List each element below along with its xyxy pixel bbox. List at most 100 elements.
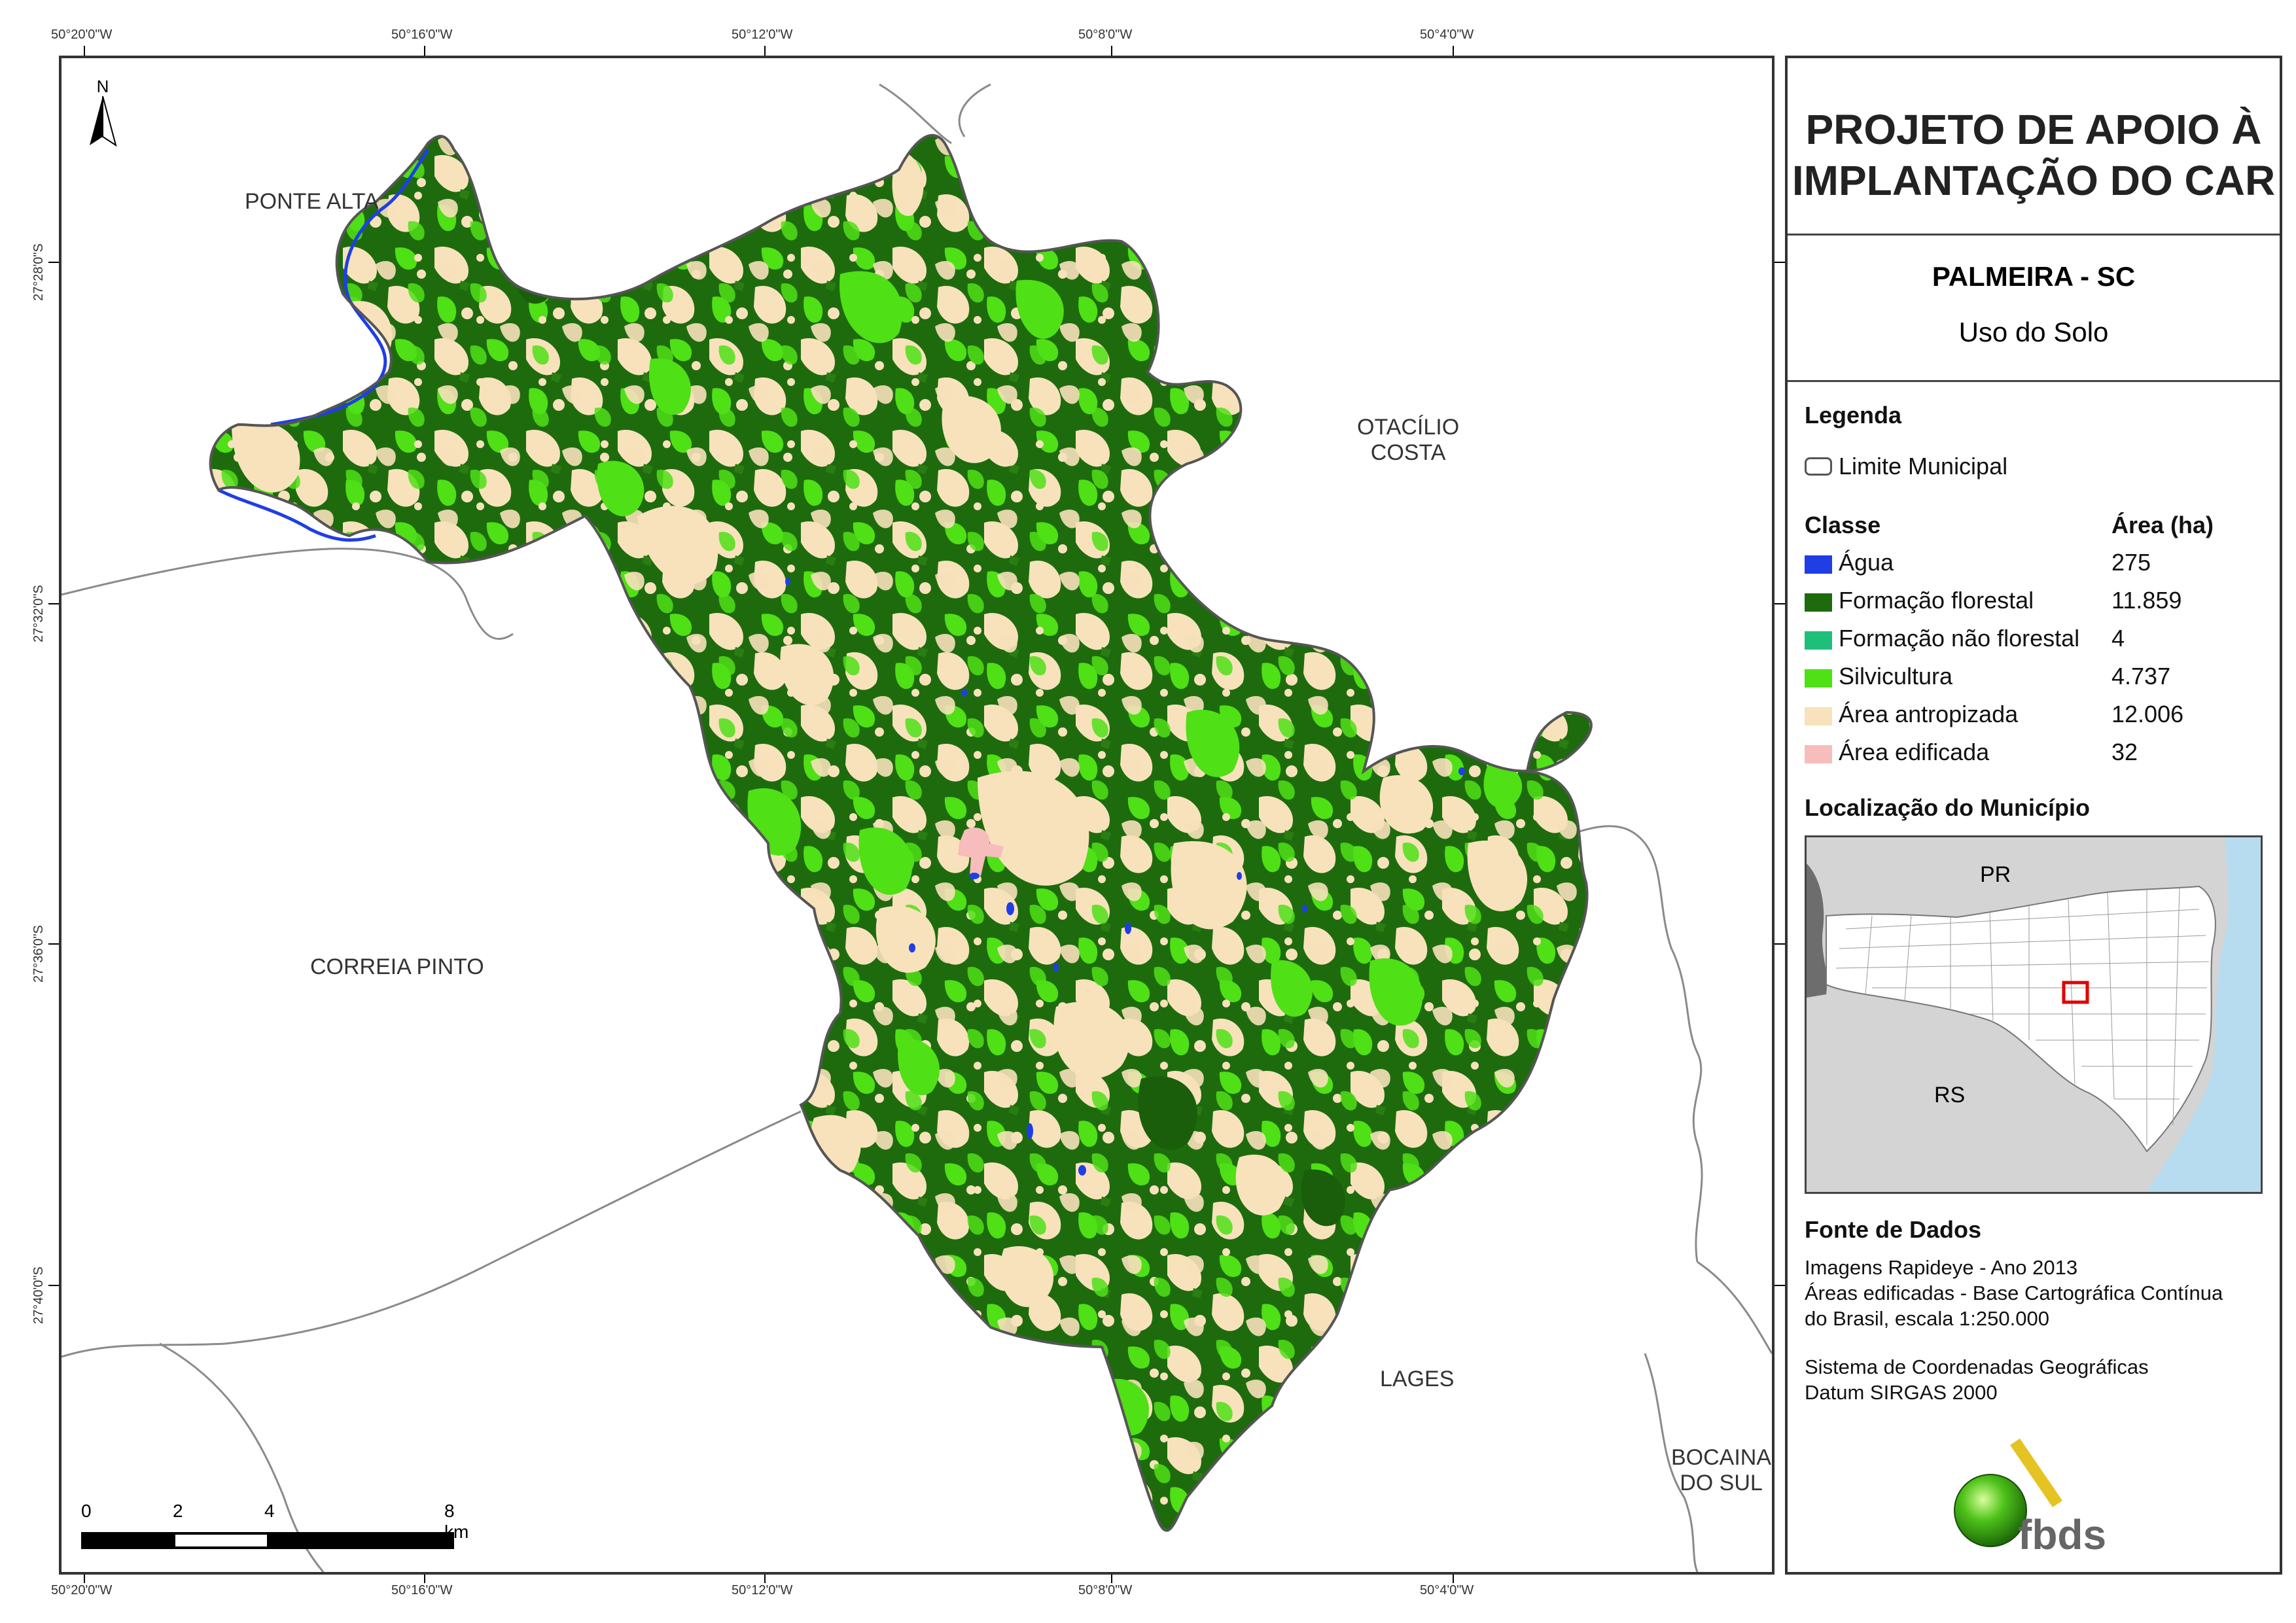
- divider: [1788, 234, 2280, 236]
- scale-label-8: 8 km: [444, 1501, 469, 1542]
- locator-map: PR RS: [1805, 835, 2263, 1194]
- municipal-boundaries: [62, 83, 1772, 1572]
- scale-label-4: 4: [264, 1501, 275, 1521]
- coord-bottom-4: 50°8'0"W: [1078, 1583, 1133, 1597]
- divider: [1788, 380, 2280, 382]
- boundary-line: [1513, 825, 1703, 1263]
- project-title: PROJETO DE APOIO À IMPLANTAÇÃO DO CAR: [1788, 104, 2280, 206]
- coord-left-3: 27°36'0"S: [31, 925, 46, 983]
- tick: [1775, 1285, 1785, 1286]
- tick: [1111, 1574, 1112, 1583]
- tick: [1775, 943, 1785, 945]
- source-line: Imagens Rapideye - Ano 2013: [1805, 1256, 2078, 1279]
- scale-bar-graphic: [81, 1532, 454, 1549]
- project-title-line1: PROJETO DE APOIO À: [1805, 106, 2262, 153]
- tick: [48, 603, 59, 604]
- scale-label-2: 2: [173, 1501, 183, 1521]
- coord-left-4: 27°40'0"S: [31, 1266, 46, 1324]
- north-arrow: N: [80, 77, 126, 148]
- coord-top-4: 50°8'0"W: [1078, 27, 1133, 42]
- coord-top-2: 50°16'0"W: [391, 27, 453, 42]
- north-label: N: [96, 77, 109, 96]
- boundary-line: [1644, 1353, 1699, 1572]
- place-bocaina-line2: DO SUL: [1680, 1471, 1763, 1496]
- place-otacilio-costa: OTACÍLIO COSTA: [1357, 415, 1459, 466]
- scale-bar-segment: [175, 1535, 267, 1546]
- locator-label-pr: PR: [1980, 862, 2011, 887]
- tick: [424, 1574, 425, 1583]
- legend-class-area: 4: [2111, 625, 2125, 652]
- locator-map-graphic: [1807, 837, 2261, 1192]
- legend-class-area: 275: [2111, 549, 2151, 576]
- legend-class-label: Silvicultura: [1839, 663, 1953, 689]
- boundary-line: [1697, 1261, 1772, 1354]
- legend-class-area: 12.006: [2111, 701, 2184, 727]
- legend-swatch: [1805, 555, 1832, 574]
- tick: [1453, 46, 1454, 56]
- neighbor-country: [1807, 864, 1828, 998]
- legend-class-label: Água: [1839, 549, 1894, 576]
- legend-class-area: 4.737: [2111, 663, 2171, 689]
- boundary-line: [159, 1342, 325, 1572]
- tick: [48, 1285, 59, 1286]
- area-header: Área (ha): [2111, 512, 2214, 538]
- place-bocaina-line1: BOCAINA: [1671, 1445, 1772, 1470]
- theme-title: Uso do Solo: [1958, 317, 2109, 347]
- boundary-line: [958, 83, 991, 137]
- silviculture-patches: [597, 271, 1523, 1436]
- coord-left-1: 27°28'0"S: [31, 243, 46, 301]
- scale-bar: 0 2 4 8 km: [81, 1501, 474, 1553]
- place-otacilio-line2: COSTA: [1370, 440, 1446, 466]
- project-title-line2: IMPLANTAÇÃO DO CAR: [1792, 157, 2276, 205]
- class-header: Classe: [1805, 512, 1881, 538]
- scale-label-0: 0: [81, 1501, 92, 1521]
- fbds-logo-icon: [1954, 1439, 2062, 1547]
- river: [217, 488, 376, 542]
- tick: [84, 1574, 85, 1583]
- place-correia-pinto: CORREIA PINTO: [310, 954, 484, 979]
- coord-bottom-1: 50°20'0"W: [51, 1583, 113, 1597]
- municipality-title: PALMEIRA - SC: [1932, 261, 2136, 292]
- sources-text: Imagens Rapideye - Ano 2013 Áreas edific…: [1805, 1255, 2223, 1331]
- source-line: do Brasil, escala 1:250.000: [1805, 1306, 2049, 1330]
- state-sc: [1826, 885, 2216, 1153]
- coord-top-5: 50°4'0"W: [1420, 27, 1474, 42]
- legend-class-label: Área edificada: [1839, 739, 1990, 765]
- place-otacilio-line1: OTACÍLIO: [1357, 415, 1460, 440]
- coord-bottom-3: 50°12'0"W: [732, 1583, 793, 1597]
- municipal-limit-swatch: [1805, 457, 1832, 476]
- crs-line: Sistema de Coordenadas Geográficas: [1805, 1355, 2149, 1378]
- legend-swatch: [1805, 707, 1832, 725]
- legend-swatch: [1805, 631, 1832, 650]
- boundary-line: [879, 83, 952, 145]
- built-area-patches: [958, 828, 1004, 876]
- place-lages: LAGES: [1380, 1367, 1455, 1391]
- locator-label-rs: RS: [1934, 1083, 1966, 1108]
- ocean: [2147, 837, 2261, 1192]
- map-frame[interactable]: N PONTE ALTA OTACÍLIO COSTA CORREIA PINT…: [59, 56, 1775, 1575]
- tick: [48, 943, 59, 945]
- legend-swatch: [1805, 745, 1832, 763]
- coord-bottom-5: 50°4'0"W: [1420, 1583, 1474, 1597]
- municipal-limit-label: Limite Municipal: [1839, 453, 2008, 480]
- north-arrow-icon: [90, 96, 117, 147]
- place-ponte-alta: PONTE ALTA: [245, 189, 379, 214]
- municipality-land-use: [210, 135, 1591, 1531]
- tick: [1453, 1574, 1454, 1583]
- tick: [764, 1574, 766, 1583]
- coord-top-1: 50°20'0"W: [51, 27, 113, 42]
- coord-left-2: 27°32'0"S: [31, 585, 46, 642]
- fbds-logo-text: fbds: [2018, 1511, 2107, 1558]
- info-panel: PROJETO DE APOIO À IMPLANTAÇÃO DO CAR PA…: [1785, 56, 2282, 1575]
- coord-top-3: 50°12'0"W: [732, 27, 793, 42]
- tick: [48, 262, 59, 263]
- tick: [1775, 603, 1785, 604]
- legend-class-area: 32: [2111, 739, 2138, 765]
- crs-line: Datum SIRGAS 2000: [1805, 1380, 1998, 1404]
- boundary-line: [62, 548, 514, 640]
- tick: [764, 46, 766, 56]
- legend-swatch: [1805, 669, 1832, 688]
- tick: [84, 46, 85, 56]
- legend-heading: Legenda: [1805, 402, 1902, 428]
- legend-class-label: Formação florestal: [1839, 587, 2034, 614]
